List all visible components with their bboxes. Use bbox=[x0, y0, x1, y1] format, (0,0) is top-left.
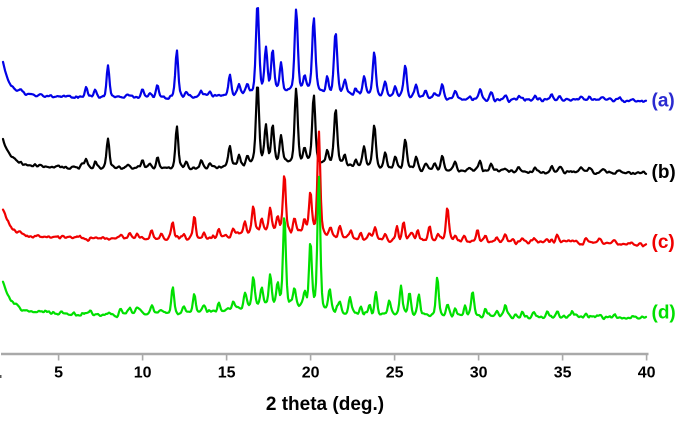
svg-text:(a): (a) bbox=[652, 91, 675, 112]
svg-text:(c): (c) bbox=[652, 232, 675, 253]
svg-text:25: 25 bbox=[386, 365, 404, 382]
svg-text:15: 15 bbox=[218, 365, 236, 382]
svg-text:(d): (d) bbox=[652, 303, 676, 324]
svg-text:30: 30 bbox=[470, 365, 488, 382]
svg-text:20: 20 bbox=[302, 365, 320, 382]
svg-text:40: 40 bbox=[638, 365, 656, 382]
svg-text:5: 5 bbox=[54, 365, 63, 382]
svg-text:35: 35 bbox=[554, 365, 572, 382]
svg-text:2 theta (deg.): 2 theta (deg.) bbox=[266, 394, 384, 415]
svg-text:10: 10 bbox=[134, 365, 152, 382]
svg-text:(b): (b) bbox=[652, 162, 676, 183]
